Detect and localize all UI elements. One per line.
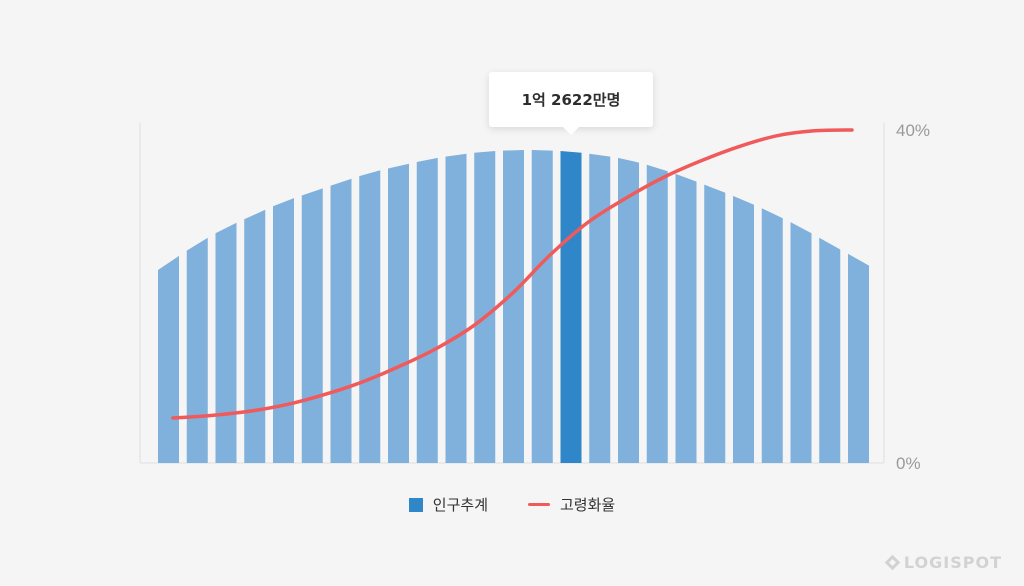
legend-label-population: 인구추계 bbox=[432, 496, 488, 514]
legend-item-population[interactable]: 인구추계 bbox=[408, 494, 488, 515]
bar[interactable] bbox=[330, 178, 352, 463]
legend-bar-swatch bbox=[408, 497, 423, 512]
aging-rate-line bbox=[171, 128, 854, 420]
bar[interactable] bbox=[416, 157, 438, 463]
y2-axis-ticks: 0% 40% bbox=[896, 121, 930, 473]
legend: 인구추계 고령화율 bbox=[0, 494, 1024, 515]
bar[interactable] bbox=[733, 195, 754, 463]
bar[interactable] bbox=[675, 173, 697, 463]
bar[interactable] bbox=[215, 222, 237, 463]
tooltip: 1억 2622만명 bbox=[489, 72, 653, 135]
logo-diamond-icon bbox=[884, 554, 901, 571]
bar[interactable] bbox=[531, 150, 553, 463]
y2-tick-label: 0% bbox=[896, 454, 921, 473]
y2-tick-label: 40% bbox=[896, 121, 930, 140]
bar[interactable] bbox=[589, 153, 611, 463]
bar[interactable] bbox=[474, 151, 496, 463]
bar[interactable] bbox=[186, 237, 208, 463]
bar-highlighted[interactable] bbox=[560, 151, 582, 463]
bar[interactable] bbox=[445, 153, 467, 463]
bar[interactable] bbox=[388, 163, 409, 464]
bar[interactable] bbox=[704, 184, 726, 463]
bar[interactable] bbox=[359, 170, 381, 463]
watermark-text: LOGISPOT bbox=[903, 553, 1002, 572]
legend-label-aging-rate: 고령화율 bbox=[560, 496, 616, 514]
legend-item-aging-rate[interactable]: 고령화율 bbox=[528, 494, 615, 515]
bar[interactable] bbox=[761, 208, 783, 463]
bar[interactable] bbox=[819, 237, 841, 463]
watermark: LOGISPOT bbox=[884, 553, 1002, 572]
bar[interactable] bbox=[646, 164, 668, 464]
bar[interactable] bbox=[301, 188, 323, 463]
tooltip-text: 1억 2622만명 bbox=[521, 91, 621, 109]
bar[interactable] bbox=[158, 255, 179, 463]
bar[interactable] bbox=[848, 253, 869, 463]
legend-line-swatch bbox=[528, 503, 550, 506]
bar[interactable] bbox=[790, 222, 812, 463]
bar-series bbox=[158, 150, 869, 464]
bar[interactable] bbox=[273, 198, 294, 463]
bar[interactable] bbox=[503, 150, 524, 463]
bar[interactable] bbox=[244, 209, 266, 463]
bar[interactable] bbox=[618, 157, 639, 463]
